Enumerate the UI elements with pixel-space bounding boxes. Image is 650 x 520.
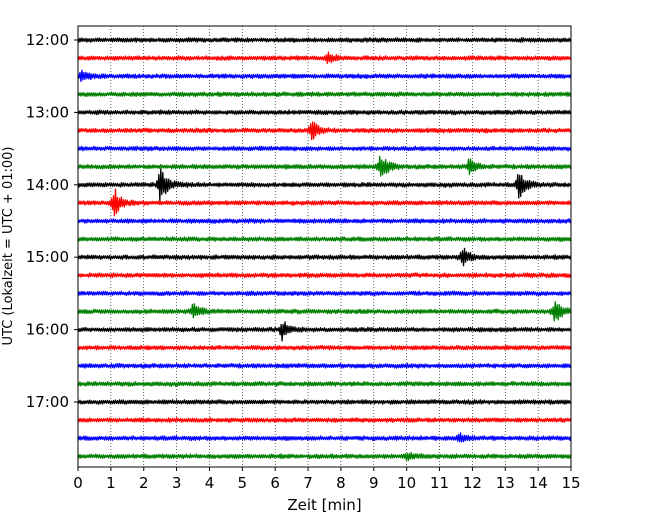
trace-row-1530 xyxy=(77,290,572,297)
x-tick-label: 14 xyxy=(529,474,548,492)
trace-row-1645 xyxy=(77,380,572,387)
y-tick-label: 16:00 xyxy=(26,321,69,339)
trace-row-1415 xyxy=(77,188,572,217)
y-tick-label: 12:00 xyxy=(26,31,69,49)
x-tick-label: 8 xyxy=(336,474,346,492)
trace-row-1730 xyxy=(77,432,572,443)
trace-row-1600 xyxy=(77,321,572,342)
x-axis-ticks: 0 1 2 3 4 5 6 7 8 9 10 11 12 13 14 15 xyxy=(73,467,581,492)
x-axis-label: Zeit [min] xyxy=(287,496,361,514)
plot-frame xyxy=(77,25,572,468)
trace-row-1330 xyxy=(77,145,572,152)
trace-row-1630 xyxy=(77,362,572,369)
trace-rows xyxy=(77,37,572,462)
y-tick-label: 17:00 xyxy=(26,393,69,411)
x-tick-label: 7 xyxy=(303,474,313,492)
x-tick-label: 6 xyxy=(270,474,280,492)
trace-row-1745 xyxy=(77,452,572,462)
trace-row-1445 xyxy=(77,236,572,243)
x-tick-label: 15 xyxy=(561,474,580,492)
trace-row-1315 xyxy=(77,121,572,141)
trace-row-1545 xyxy=(77,301,572,322)
x-tick-label: 5 xyxy=(238,474,248,492)
trace-row-1500 xyxy=(77,247,572,267)
x-tick-label: 2 xyxy=(139,474,149,492)
y-tick-label: 14:00 xyxy=(26,176,69,194)
x-tick-label: 0 xyxy=(73,474,83,492)
trace-row-1400 xyxy=(77,168,572,202)
x-tick-label: 9 xyxy=(369,474,379,492)
x-tick-label: 12 xyxy=(463,474,482,492)
trace-row-1200 xyxy=(77,37,572,43)
x-tick-label: 13 xyxy=(496,474,515,492)
x-tick-label: 3 xyxy=(172,474,182,492)
y-tick-label: 13:00 xyxy=(26,103,69,121)
trace-row-1715 xyxy=(77,417,572,424)
x-tick-label: 4 xyxy=(205,474,215,492)
trace-row-1430 xyxy=(77,217,572,224)
trace-row-1300 xyxy=(77,109,572,116)
trace-row-1615 xyxy=(77,344,572,351)
trace-row-1230 xyxy=(77,69,572,83)
x-tick-label: 1 xyxy=(106,474,116,492)
trace-row-1700 xyxy=(77,399,572,405)
y-axis-label: UTC (Lokalzeit = UTC + 01:00) xyxy=(1,147,16,346)
y-tick-label: 15:00 xyxy=(26,248,69,266)
trace-row-1515 xyxy=(77,272,572,279)
x-tick-label: 11 xyxy=(430,474,449,492)
y-axis-ticks: 12:00 13:00 14:00 15:00 16:00 17:00 xyxy=(26,31,78,411)
x-tick-label: 10 xyxy=(397,474,416,492)
trace-row-1215 xyxy=(77,51,572,65)
trace-row-1345 xyxy=(77,155,572,177)
trace-row-1245 xyxy=(77,91,572,98)
